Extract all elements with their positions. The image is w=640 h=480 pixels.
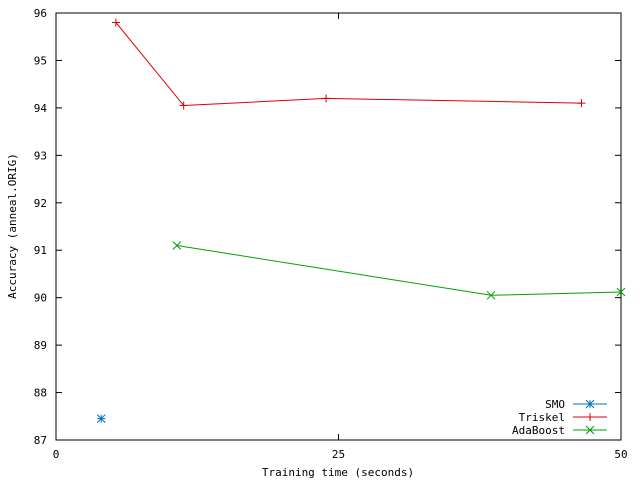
data-point-triskel <box>577 99 586 108</box>
y-tick-label: 91 <box>34 244 47 257</box>
legend-marker-triskel <box>586 413 594 421</box>
y-axis-label: Accuracy (anneal.ORIG) <box>6 153 19 299</box>
y-tick-label: 89 <box>34 339 47 352</box>
x-tick-label: 50 <box>614 448 627 461</box>
series-triskel <box>111 18 586 110</box>
data-point-adaboost <box>172 241 182 250</box>
y-tick-label: 92 <box>34 197 47 210</box>
legend-label-adaboost: AdaBoost <box>512 424 565 437</box>
y-axis: 87 88 89 90 91 92 93 94 95 96 <box>34 7 621 447</box>
data-point-smo <box>96 414 106 424</box>
y-tick-label: 87 <box>34 434 47 447</box>
y-tick-label: 95 <box>34 54 47 67</box>
series-smo <box>96 414 106 424</box>
x-tick-label: 0 <box>53 448 60 461</box>
series-line-adaboost <box>176 244 622 296</box>
x-tick-label: 25 <box>332 448 345 461</box>
data-point-triskel <box>111 18 120 27</box>
data-point-triskel <box>322 94 331 103</box>
y-tick-label: 94 <box>34 102 48 115</box>
plot-frame <box>55 12 622 441</box>
y-tick-label: 93 <box>34 149 47 162</box>
y-tick-label: 88 <box>34 387 47 400</box>
legend-marker-smo <box>585 399 595 409</box>
x-axis-label: Training time (seconds) <box>262 466 414 479</box>
legend-label-smo: SMO <box>545 398 565 411</box>
x-axis: 0 25 50 <box>53 13 628 461</box>
y-tick-label: 90 <box>34 292 47 305</box>
series-line-triskel <box>115 22 582 107</box>
data-point-triskel <box>179 101 188 110</box>
series-layer <box>96 18 626 424</box>
data-point-adaboost <box>616 287 626 297</box>
series-adaboost <box>172 241 626 300</box>
data-point-adaboost <box>486 290 496 300</box>
y-tick-label: 96 <box>34 7 47 20</box>
legend-marker-adaboost <box>585 425 595 435</box>
legend-label-triskel: Triskel <box>519 411 565 424</box>
